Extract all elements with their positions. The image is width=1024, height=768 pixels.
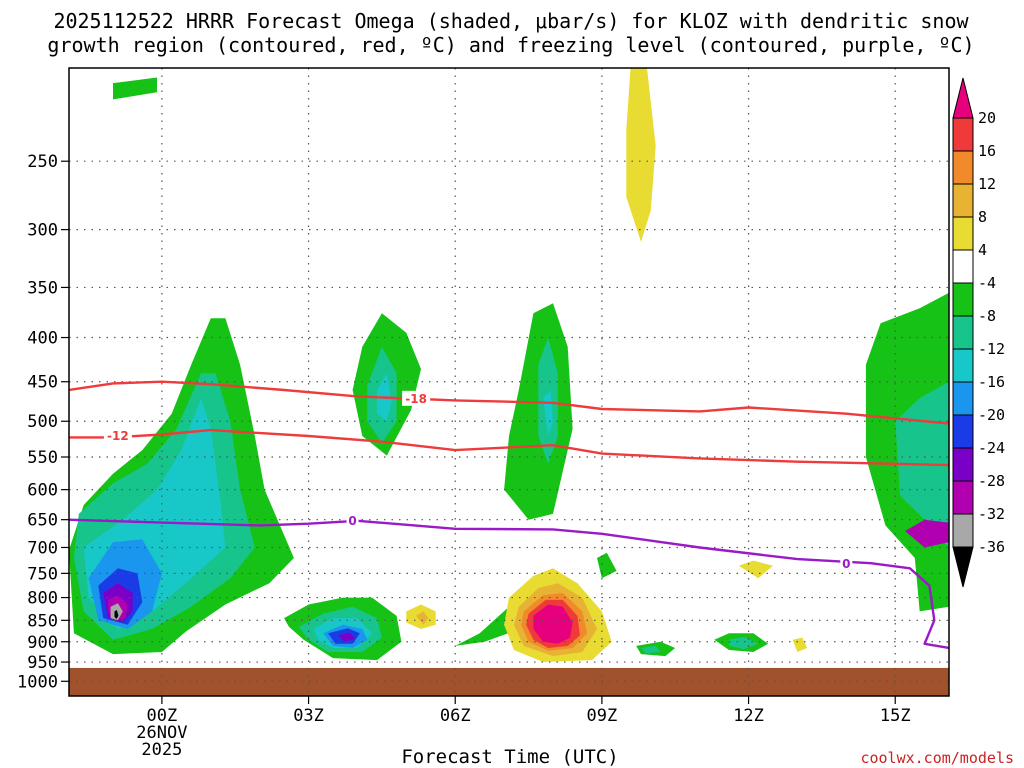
y-tick-label-750: 750 — [27, 564, 58, 584]
colorbar-segment-7 — [952, 315, 974, 350]
colorbar-label-6: -4 — [978, 274, 996, 292]
contour-dendritic--18 — [69, 380, 949, 425]
x-tick-label-09Z: 09Z — [587, 706, 618, 726]
chart-title-line-1: 2025112522 HRRR Forecast Omega (shaded, … — [53, 9, 969, 33]
x-tick-year: 2025 — [141, 740, 182, 760]
x-tick-label-15Z: 15Z — [880, 706, 911, 726]
colorbar-label-9: -16 — [978, 373, 1005, 391]
omega-region-neg4-1 — [113, 77, 157, 100]
contour-lines — [69, 380, 949, 650]
colorbar-segment-11 — [952, 447, 974, 482]
y-tick-label-600: 600 — [27, 481, 58, 501]
contour-label-bg-4 — [840, 556, 853, 572]
omega-colorbar: 20 16 12 8 4 -4 -8 -12 -16 -20 -24 -28 -32 -36 — [952, 77, 1005, 588]
contour-freezing-level-0 — [69, 518, 949, 650]
contour-label-bg-3 — [346, 512, 359, 528]
colorbar-arrow-top — [952, 77, 974, 119]
colorbar-segment-6 — [952, 282, 974, 317]
contour-label-3: 0 — [348, 514, 356, 528]
contour-dendritic--12 — [69, 428, 949, 467]
colorbar-segment-12 — [952, 480, 974, 515]
omega-region-neg24-2 — [337, 632, 355, 642]
y-tick-label-950: 950 — [27, 653, 58, 673]
contour-label-bg-2 — [402, 390, 431, 406]
x-tick-date: 26NOV — [136, 723, 187, 743]
x-tick-label-00Z: 00Z — [147, 706, 178, 726]
contour-labels: -12 -18 0 0 — [103, 390, 853, 572]
colorbar-label-11: -24 — [978, 439, 1005, 457]
colorbar-label-14: -36 — [978, 538, 1005, 556]
y-tick-label-900: 900 — [27, 633, 58, 653]
colorbar-label-10: -20 — [978, 406, 1005, 424]
y-tick-label-700: 700 — [27, 538, 58, 558]
omega-region-neg8-6 — [729, 636, 759, 650]
contour-label-bg-1 — [103, 427, 132, 443]
colorbar-segment-10 — [952, 414, 974, 449]
omega-region-4-1 — [626, 68, 656, 242]
colorbar-segment-8 — [952, 348, 974, 383]
x-tick-label-03Z: 03Z — [293, 706, 324, 726]
colorbar-label-13: -32 — [978, 505, 1005, 523]
contour-label-4: 0 — [842, 557, 850, 571]
y-tick-label-300: 300 — [27, 221, 58, 241]
y-tick-label-400: 400 — [27, 329, 58, 349]
omega-region-4-5 — [792, 637, 808, 652]
colorbar-label-3: 12 — [978, 175, 996, 193]
colorbar-segment-9 — [952, 381, 974, 416]
contour-label-1: -12 — [107, 429, 129, 443]
chart-title-line-2: growth region (contoured, red, ºC) and f… — [47, 33, 974, 57]
x-axis-label: Forecast Time (UTC) — [401, 746, 618, 768]
omega-region-neg36-1 — [114, 610, 119, 619]
x-tick-label-12Z: 12Z — [733, 706, 764, 726]
omega-shading — [69, 68, 949, 662]
colorbar-label-7: -8 — [978, 307, 996, 325]
colorbar-label-5: 4 — [978, 241, 987, 259]
omega-region-4-4 — [738, 560, 773, 579]
omega-region-neg4-7 — [597, 552, 617, 579]
colorbar-segment-3 — [952, 183, 974, 218]
colorbar-segment-13 — [952, 513, 974, 548]
y-tick-label-500: 500 — [27, 412, 58, 432]
colorbar-label-1: 20 — [978, 109, 996, 127]
colorbar-label-2: 16 — [978, 142, 996, 160]
colorbar-arrow-bottom — [952, 546, 974, 588]
y-axis-pressure: 2503003504004505005506006507007508008509… — [17, 152, 69, 692]
omega-region-neg28-2 — [905, 519, 949, 548]
colorbar-label-4: 8 — [978, 208, 987, 226]
omega-region-neg8-5 — [641, 645, 661, 654]
colorbar-segment-5 — [952, 249, 974, 284]
y-tick-label-800: 800 — [27, 589, 58, 609]
y-tick-label-450: 450 — [27, 373, 58, 393]
colorbar-label-12: -28 — [978, 472, 1005, 490]
y-tick-label-650: 650 — [27, 511, 58, 531]
contour-label-2: -18 — [405, 392, 427, 406]
y-tick-label-550: 550 — [27, 448, 58, 468]
colorbar-label-8: -12 — [978, 340, 1005, 358]
y-tick-label-250: 250 — [27, 152, 58, 172]
colorbar-segment-1 — [952, 117, 974, 152]
x-tick-label-06Z: 06Z — [440, 706, 471, 726]
y-tick-label-1000: 1000 — [17, 672, 58, 692]
colorbar-segment-4 — [952, 216, 974, 251]
ground-terrain — [69, 667, 949, 696]
omega-region-20-1 — [533, 604, 573, 644]
credit-text: coolwx.com/models — [860, 749, 1014, 767]
colorbar-segment-2 — [952, 150, 974, 185]
omega-region-8-2 — [416, 611, 429, 625]
y-tick-label-850: 850 — [27, 611, 58, 631]
y-tick-label-350: 350 — [27, 278, 58, 298]
